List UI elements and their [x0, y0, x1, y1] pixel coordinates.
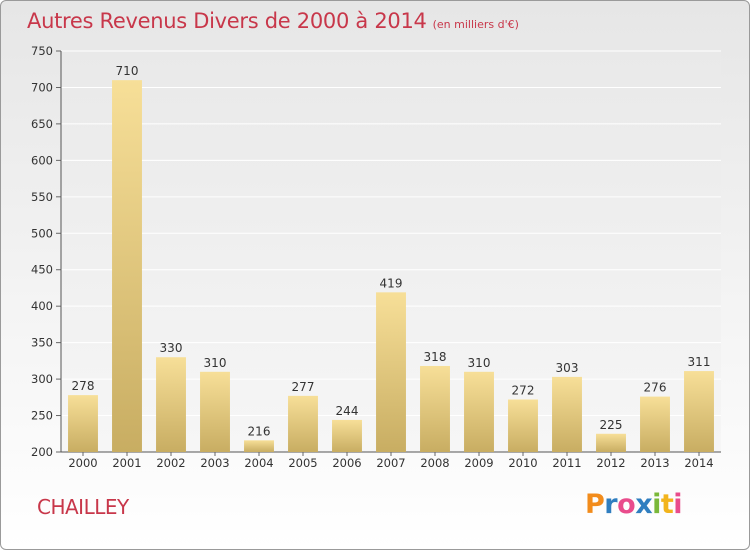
x-tick-label: 2012 — [596, 456, 625, 470]
bar-value-label: 276 — [644, 381, 667, 395]
x-tick-label: 2010 — [508, 456, 537, 470]
y-tick-label: 650 — [31, 117, 53, 131]
y-tick-label: 550 — [31, 190, 53, 204]
bar — [112, 80, 142, 452]
bar-value-label: 278 — [72, 379, 95, 393]
bar-value-label: 216 — [248, 424, 271, 438]
bar-value-label: 277 — [292, 380, 315, 394]
x-tick-label: 2009 — [464, 456, 493, 470]
bar — [596, 433, 626, 452]
x-tick-label: 2005 — [288, 456, 317, 470]
x-tick-label: 2001 — [112, 456, 141, 470]
bar — [508, 399, 538, 452]
chart-title: Autres Revenus Divers de 2000 à 2014 (en … — [27, 9, 519, 33]
y-tick-label: 700 — [31, 80, 53, 94]
bar — [640, 396, 670, 452]
x-tick-label: 2000 — [68, 456, 97, 470]
bar-value-label: 419 — [380, 276, 403, 290]
logo-letter: o — [617, 489, 636, 520]
bar-value-label: 710 — [116, 64, 139, 78]
place-name: CHAILLEY — [37, 495, 129, 519]
bar — [156, 357, 186, 452]
logo-letter: r — [604, 489, 618, 520]
logo-letter: x — [635, 489, 653, 520]
y-tick-label: 250 — [31, 409, 53, 423]
y-tick-label: 750 — [31, 44, 53, 58]
logo-letter: i — [652, 489, 661, 520]
x-tick-label: 2011 — [552, 456, 581, 470]
y-tick-label: 200 — [31, 445, 53, 459]
bar — [200, 371, 230, 452]
bar — [420, 365, 450, 452]
bar — [376, 292, 406, 452]
bar — [332, 419, 362, 452]
bar-value-label: 310 — [204, 356, 227, 370]
x-tick-label: 2008 — [420, 456, 449, 470]
bar — [552, 376, 582, 452]
bar-value-label: 330 — [160, 341, 183, 355]
chart-subtitle: (en milliers d'€) — [432, 18, 519, 31]
x-tick-label: 2007 — [376, 456, 405, 470]
x-tick-label: 2014 — [684, 456, 713, 470]
bar — [68, 395, 98, 452]
x-tick-label: 2003 — [200, 456, 229, 470]
bar — [288, 395, 318, 452]
logo-letter: i — [673, 489, 683, 520]
bar-value-label: 318 — [424, 350, 447, 364]
bar-value-label: 244 — [336, 404, 359, 418]
y-tick-label: 400 — [31, 299, 53, 313]
bar — [684, 371, 714, 452]
x-tick-label: 2002 — [156, 456, 185, 470]
bar — [464, 371, 494, 452]
y-tick-label: 500 — [31, 226, 53, 240]
y-tick-label: 300 — [31, 372, 53, 386]
y-tick-label: 600 — [31, 153, 53, 167]
bar-value-label: 303 — [556, 361, 579, 375]
bar-value-label: 310 — [468, 356, 491, 370]
bar — [244, 440, 274, 452]
x-tick-label: 2013 — [640, 456, 669, 470]
x-tick-label: 2004 — [244, 456, 273, 470]
y-tick-label: 450 — [31, 263, 53, 277]
logo-letter: t — [660, 489, 674, 520]
y-tick-label: 350 — [31, 336, 53, 350]
bar-value-label: 225 — [600, 418, 623, 432]
logo-letter: P — [585, 489, 605, 520]
bar-value-label: 272 — [512, 384, 535, 398]
chart-title-text: Autres Revenus Divers de 2000 à 2014 — [27, 9, 427, 33]
bar-value-label: 311 — [688, 355, 711, 369]
plot-area: 200 250 300 350 400 450 500 550 600 650 700 750 278 2… — [31, 44, 721, 470]
proxiti-logo: Proxiti — [585, 489, 683, 520]
x-tick-label: 2006 — [332, 456, 361, 470]
